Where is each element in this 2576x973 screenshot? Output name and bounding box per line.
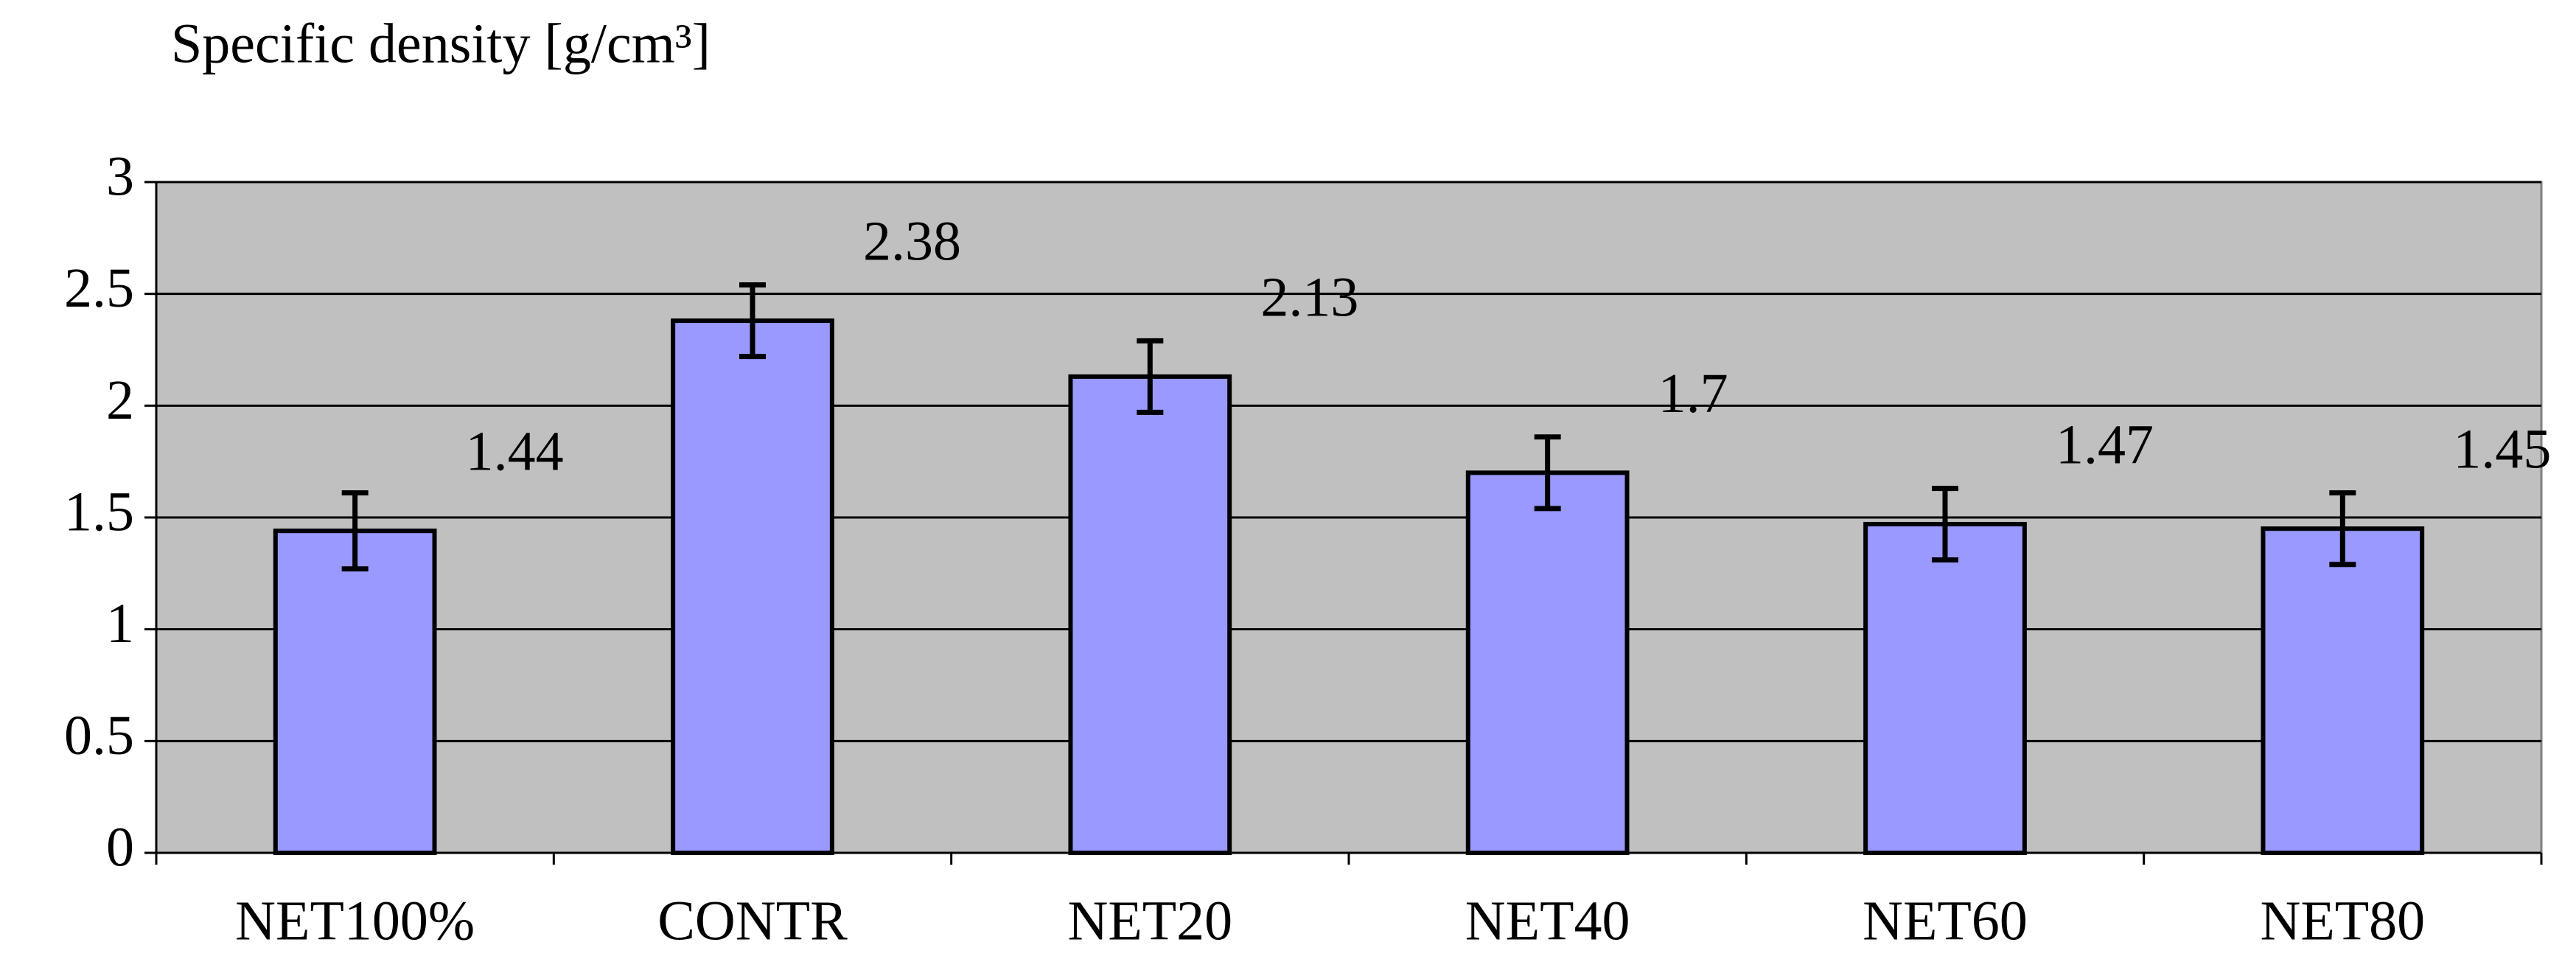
data-label: 1.45 — [2453, 419, 2551, 481]
y-tick-label: 1 — [106, 593, 134, 655]
error-bar — [341, 490, 369, 572]
chart-title: Specific density [g/cm³] — [171, 13, 711, 74]
bar — [1863, 522, 2027, 855]
error-bar — [1137, 338, 1164, 415]
bar — [671, 318, 834, 856]
x-tick-label: NET20 — [1067, 890, 1232, 952]
x-tick-label: CONTR — [657, 890, 848, 952]
y-tick-label: 2.5 — [64, 257, 134, 319]
x-tick-label: NET40 — [1465, 890, 1630, 952]
error-bar — [2329, 490, 2356, 568]
bar — [1465, 470, 1630, 855]
bar — [2261, 526, 2425, 856]
data-label: 1.7 — [1658, 363, 1728, 425]
y-tick-label: 2 — [106, 369, 134, 431]
data-label: 1.44 — [466, 421, 564, 483]
error-bar — [1932, 486, 1958, 563]
x-tick-label: NET100% — [235, 890, 475, 952]
data-label: 1.47 — [2056, 414, 2154, 476]
data-label: 2.38 — [863, 211, 961, 273]
bar — [1068, 374, 1232, 855]
error-bar — [739, 282, 766, 360]
error-bar — [1534, 434, 1561, 512]
y-tick-label: 0.5 — [64, 705, 134, 767]
bar — [273, 529, 437, 855]
y-tick-label: 1.5 — [64, 481, 134, 543]
y-tick-label: 0 — [106, 816, 134, 878]
x-tick-label: NET80 — [2260, 890, 2425, 952]
data-label: 2.13 — [1260, 266, 1358, 328]
y-tick-label: 3 — [106, 145, 134, 207]
x-tick-label: NET60 — [1863, 890, 2028, 952]
